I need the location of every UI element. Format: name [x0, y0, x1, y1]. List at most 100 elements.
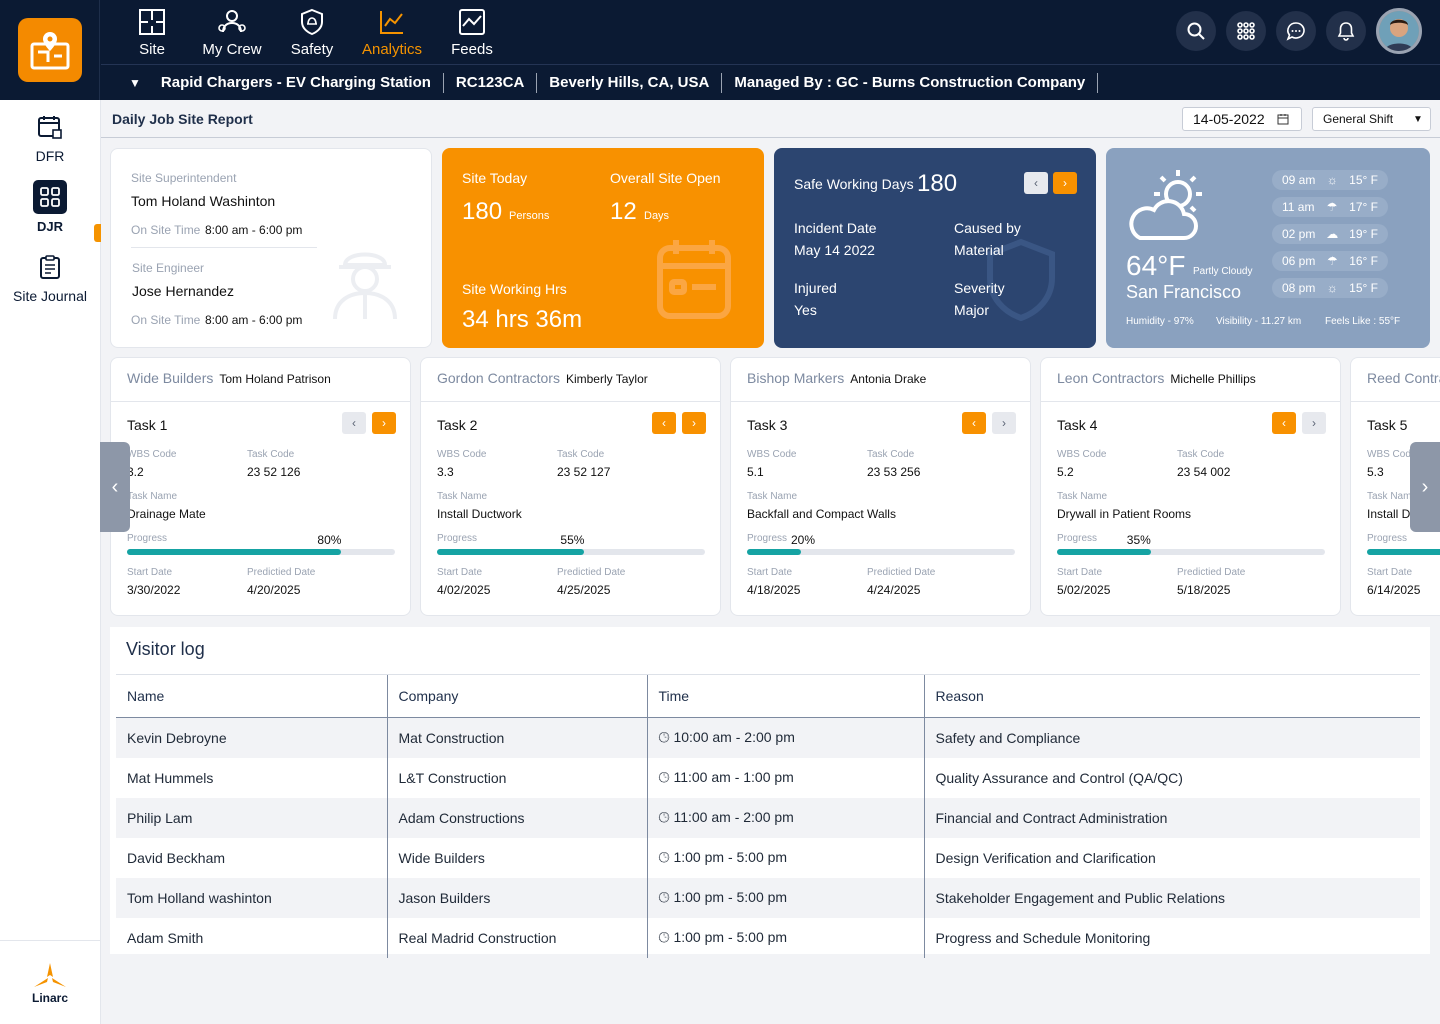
date-value: 14-05-2022	[1193, 111, 1265, 127]
working-hours-label: Site Working Hrs	[462, 281, 567, 297]
task-card: Leon Contractors Michelle Phillips Task 4…	[1040, 357, 1341, 616]
prev-button[interactable]: ‹	[962, 412, 986, 434]
sidebar-item-site-journal[interactable]: Site Journal	[0, 254, 100, 304]
brand-logo: Linarc	[0, 940, 100, 1024]
visitor-name: Kevin Debroyne	[116, 717, 387, 758]
user-avatar[interactable]	[1376, 8, 1422, 54]
column-header[interactable]: Reason	[923, 674, 1420, 718]
column-header[interactable]: Name	[116, 674, 387, 718]
sidebar-item-djr[interactable]: DJR	[0, 180, 100, 234]
nav-feeds[interactable]: Feeds	[432, 6, 512, 58]
notifications-button[interactable]	[1326, 11, 1366, 51]
prev-button[interactable]: ‹	[1272, 412, 1296, 434]
sidebar-collapse-handle[interactable]	[94, 224, 101, 242]
linarc-logo-icon	[34, 962, 66, 987]
task-name-label: Task Name	[127, 491, 178, 502]
task-name-label: Task Name	[747, 491, 798, 502]
visitor-time-cell: 🕒︎ 1:00 pm - 5:00 pm	[646, 917, 924, 958]
next-button[interactable]: ›	[992, 412, 1016, 434]
onsite-time-label: On Site Time	[131, 223, 201, 237]
column-header[interactable]: Time	[646, 674, 924, 718]
wbs-code: 5.2	[1057, 465, 1074, 479]
visitor-time: 1:00 pm - 5:00 pm	[673, 929, 788, 945]
caret-down-icon[interactable]: ▼	[129, 75, 141, 90]
visitor-company: Mat Construction	[386, 717, 647, 758]
wbs-code: 5.1	[747, 465, 764, 479]
start-date-label: Start Date	[747, 567, 793, 578]
start-date: 5/02/2025	[1057, 583, 1111, 597]
page-title: Daily Job Site Report	[112, 111, 253, 127]
prev-button[interactable]: ‹	[342, 412, 366, 434]
project-name[interactable]: Rapid Chargers - EV Charging Station	[149, 72, 444, 93]
task-card: Gordon Contractors Kimberly Taylor Task 2…	[420, 357, 721, 616]
start-date: 6/14/2025	[1367, 583, 1421, 597]
table-row: Tom Holland washinton Jason Builders 🕒︎ …	[116, 877, 1420, 918]
wbs-label: WBS Code	[437, 449, 487, 460]
brand-name: Linarc	[31, 990, 68, 1005]
site-icon	[138, 6, 166, 38]
visitor-reason: Quality Assurance and Control (QA/QC)	[923, 757, 1420, 798]
top-actions	[1176, 8, 1422, 54]
progress-bar	[437, 549, 705, 555]
umbrella-icon: ☂	[1326, 200, 1338, 214]
date-picker[interactable]: 14-05-2022	[1182, 107, 1302, 131]
task-code: 23 53 256	[867, 465, 921, 479]
project-bar: ▼ Rapid Chargers - EV Charging Station R…	[101, 64, 1440, 100]
progress-percent: 35%	[1126, 533, 1151, 547]
task-title: Task 2	[437, 417, 478, 433]
clock-icon: 🕒︎	[658, 889, 674, 905]
wbs-label: WBS Code	[1367, 449, 1417, 460]
sidebar-item-dfr[interactable]: DFR	[0, 114, 100, 164]
nav-my-crew[interactable]: My Crew	[192, 6, 272, 58]
column-header[interactable]: Company	[386, 674, 647, 718]
sun-icon: ☼	[1326, 281, 1338, 295]
visitor-name: David Beckham	[127, 849, 226, 866]
task-person: Antonia Drake	[850, 372, 927, 386]
next-button[interactable]: ›	[1053, 172, 1077, 194]
hourly-temp: 15° F	[1349, 173, 1378, 187]
prev-button[interactable]: ‹	[1024, 172, 1048, 194]
nav-analytics[interactable]: Analytics	[352, 6, 432, 58]
predicted-date-label: Predictied Date	[247, 567, 316, 578]
safe-days-value: 180	[917, 170, 958, 197]
next-button[interactable]: ›	[372, 412, 396, 434]
project-code: RC123CA	[444, 72, 538, 93]
start-date-label: Start Date	[127, 567, 173, 578]
progress-bar	[1367, 549, 1440, 555]
wbs-label: WBS Code	[747, 449, 797, 460]
progress-label: Progress	[1057, 533, 1098, 544]
engineer-label: Site Engineer	[132, 261, 205, 275]
task-card-header: Reed Contractors	[1351, 358, 1440, 402]
site-today-unit: Persons	[509, 210, 550, 222]
hourly-row: 02 pm ☁ 19° F	[1272, 224, 1388, 244]
nav-site[interactable]: Site	[112, 6, 192, 58]
working-hours-value: 34 hrs 36m	[462, 306, 583, 333]
chat-button[interactable]	[1276, 11, 1316, 51]
scroll-right-button[interactable]: ›	[1410, 442, 1440, 532]
incident-date-label: Incident Date	[794, 220, 877, 236]
calendar-icon	[657, 240, 731, 319]
hourly-row: 11 am ☂ 17° F	[1272, 197, 1388, 217]
task-name-label: Task Name	[1367, 491, 1418, 502]
hourly-row: 06 pm ☂ 16° F	[1272, 251, 1388, 271]
chevron-right-icon: ›	[1421, 475, 1429, 498]
shift-select[interactable]: General Shift ▼	[1312, 107, 1431, 131]
nav-safety[interactable]: Safety	[272, 6, 352, 58]
next-button[interactable]: ›	[1302, 412, 1326, 434]
apps-button[interactable]	[1226, 11, 1266, 51]
calendar-icon	[38, 116, 62, 139]
visitor-table: Name Company Time Reason Kevin Debroyne …	[116, 674, 1420, 958]
progress-fill	[1367, 549, 1440, 555]
scroll-left-button[interactable]: ‹	[100, 442, 130, 532]
visitor-reason: Stakeholder Engagement and Public Relati…	[923, 877, 1420, 918]
weather-condition: Partly Cloudy	[1193, 266, 1253, 277]
next-button[interactable]: ›	[682, 412, 706, 434]
hourly-time: 09 am	[1282, 173, 1316, 187]
search-button[interactable]	[1176, 11, 1216, 51]
visitor-time: 11:00 am - 1:00 pm	[673, 769, 794, 785]
task-name: Backfall and Compact Walls	[747, 507, 896, 521]
prev-button[interactable]: ‹	[652, 412, 676, 434]
hourly-row: 08 pm ☼ 15° F	[1272, 278, 1388, 298]
task-code: 23 52 127	[557, 465, 611, 479]
app-logo[interactable]	[0, 0, 100, 100]
